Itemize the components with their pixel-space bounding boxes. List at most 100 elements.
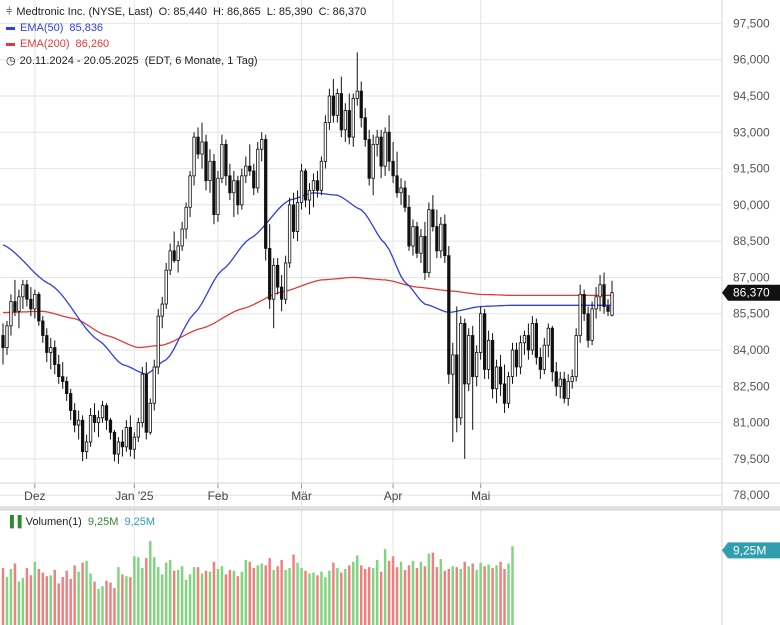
candle <box>399 178 403 205</box>
candle <box>602 272 606 314</box>
candle-body-down <box>303 170 308 201</box>
volume-bar <box>308 573 311 625</box>
candle <box>180 221 184 251</box>
candle <box>471 325 475 430</box>
candle <box>431 195 435 232</box>
ema50-layer <box>2 192 612 375</box>
candle <box>395 151 399 198</box>
candle <box>486 330 491 380</box>
volume-bar <box>260 563 263 625</box>
candle-body-up <box>208 160 212 182</box>
candle <box>427 202 431 278</box>
volume-bar <box>320 571 323 625</box>
volume-bar <box>375 559 379 625</box>
candle-body-down <box>490 339 495 390</box>
candle <box>140 366 144 428</box>
candle <box>315 170 320 198</box>
volume-bar <box>93 581 96 625</box>
candle-body-up <box>96 417 101 424</box>
candle <box>498 354 503 397</box>
volume-bar <box>97 588 100 625</box>
volume-bar <box>248 561 252 625</box>
candle-body-up <box>522 335 527 344</box>
volume-bar <box>340 572 343 625</box>
volume-bar <box>403 569 407 625</box>
candle <box>13 279 17 317</box>
volume-bar <box>300 568 303 625</box>
candle <box>439 216 443 259</box>
candle-body-up <box>518 342 523 368</box>
candle-body-down <box>538 356 542 370</box>
candle <box>530 316 535 355</box>
candle-body-down <box>112 431 117 455</box>
volume-bar <box>344 568 347 625</box>
ema200-line <box>3 276 612 349</box>
candle <box>256 141 260 193</box>
volume-bar <box>101 586 104 625</box>
candle-body-down <box>367 139 371 179</box>
volume-bar <box>367 567 371 625</box>
open-value: O: 85,440 <box>158 6 207 18</box>
candle-body-up <box>411 226 415 247</box>
volume-bar <box>356 555 359 625</box>
volume-bar <box>168 559 172 625</box>
volume-bar <box>176 569 180 625</box>
date-range: 20.11.2024 - 20.05.2025 <box>19 55 139 67</box>
volume-bar <box>157 567 160 625</box>
candle <box>586 306 590 348</box>
candle-body-down <box>395 175 399 194</box>
candle <box>363 108 367 147</box>
volume-bar <box>483 566 486 625</box>
volume-bar <box>459 568 462 625</box>
candle <box>112 429 117 462</box>
volume-value-green: 9,25M <box>87 516 119 528</box>
candle <box>403 180 407 213</box>
candle <box>387 115 391 171</box>
candle <box>244 156 248 184</box>
candle-body-down <box>471 335 475 378</box>
volume-bar <box>383 549 387 625</box>
candle-body-down <box>482 313 487 370</box>
candle-body-down <box>514 349 519 368</box>
candle-body-up <box>272 264 276 300</box>
candle-body-up <box>192 136 196 177</box>
candle-body-up <box>427 209 431 274</box>
volume-bar <box>188 574 192 625</box>
candle-body-up <box>467 335 471 385</box>
candle <box>236 175 240 215</box>
candle-body-up <box>594 296 598 310</box>
volume-bar <box>160 574 164 625</box>
candle-body-up <box>383 131 387 167</box>
volume-bar <box>69 578 72 625</box>
volume-bar <box>419 561 423 625</box>
grid <box>0 0 722 625</box>
last-volume-tag <box>722 542 780 559</box>
candle-body-up <box>21 284 25 298</box>
volume-bar <box>439 559 443 625</box>
candle-body-up <box>160 303 164 317</box>
candle-body-up <box>371 143 375 179</box>
volume-bar <box>487 564 490 625</box>
candle <box>447 245 451 384</box>
candle-body-up <box>5 325 9 349</box>
candle <box>419 229 423 263</box>
candle-body-down <box>264 139 268 249</box>
candle-body-up <box>124 427 129 448</box>
candle-body-up <box>184 206 188 230</box>
candle-body-up <box>335 93 339 116</box>
volume-bar <box>89 573 92 625</box>
candle <box>176 241 180 273</box>
candle <box>287 197 292 268</box>
candle-body-up <box>295 202 300 232</box>
candle <box>279 275 284 312</box>
candle <box>204 134 208 191</box>
candle <box>526 323 531 360</box>
volume-bar <box>475 569 478 625</box>
volume-bar <box>304 570 307 625</box>
volume-bars <box>1 540 514 625</box>
ema50-line <box>2 192 612 375</box>
y-tick-label: 94,500 <box>733 89 770 103</box>
candle <box>61 362 65 389</box>
ema50-label: EMA(50) <box>20 22 64 34</box>
